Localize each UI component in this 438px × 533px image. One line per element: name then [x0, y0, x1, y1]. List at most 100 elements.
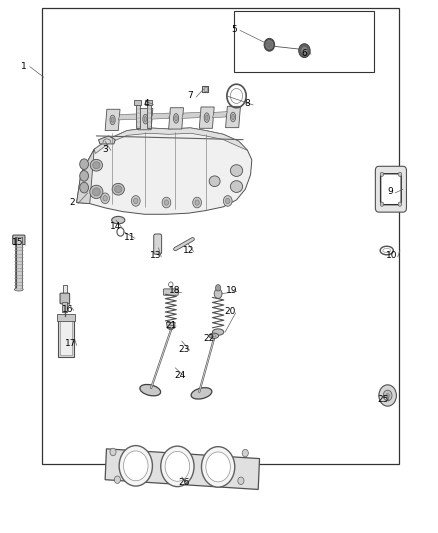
Text: 6: 6 [301, 49, 307, 58]
Bar [136, 104, 140, 128]
Text: 26: 26 [178, 478, 190, 487]
Ellipse shape [90, 185, 103, 199]
Bar [58, 316, 74, 357]
Ellipse shape [209, 176, 220, 187]
Circle shape [398, 172, 402, 176]
Bar [202, 86, 208, 92]
Text: 11: 11 [124, 233, 135, 241]
Circle shape [299, 44, 310, 58]
Polygon shape [94, 128, 247, 154]
Circle shape [162, 197, 171, 208]
Text: 14: 14 [110, 222, 122, 231]
Circle shape [230, 88, 243, 103]
Circle shape [238, 477, 244, 484]
Circle shape [214, 289, 222, 298]
Text: 1: 1 [21, 62, 27, 71]
Ellipse shape [212, 329, 224, 335]
Text: 2: 2 [70, 198, 75, 207]
Bar [63, 285, 67, 296]
Ellipse shape [93, 161, 100, 169]
Circle shape [80, 182, 88, 193]
Text: 23: 23 [178, 345, 190, 353]
Polygon shape [166, 322, 175, 328]
Ellipse shape [204, 113, 209, 123]
Polygon shape [99, 136, 115, 144]
Text: 17: 17 [65, 340, 77, 348]
Circle shape [165, 451, 190, 481]
FancyBboxPatch shape [163, 289, 178, 295]
Ellipse shape [112, 183, 124, 195]
Ellipse shape [143, 115, 148, 124]
Ellipse shape [230, 165, 243, 176]
Circle shape [134, 198, 138, 204]
Circle shape [201, 447, 235, 487]
Circle shape [302, 47, 307, 54]
Polygon shape [151, 113, 170, 119]
Bar [105, 449, 260, 489]
Text: 3: 3 [102, 145, 108, 154]
Circle shape [379, 385, 396, 406]
Circle shape [101, 193, 110, 204]
Ellipse shape [191, 387, 212, 399]
Text: 9: 9 [387, 188, 393, 196]
Circle shape [264, 38, 275, 51]
Circle shape [124, 451, 148, 481]
Ellipse shape [112, 216, 125, 224]
Circle shape [110, 448, 116, 456]
Text: 10: 10 [386, 252, 398, 260]
Circle shape [386, 393, 389, 398]
Ellipse shape [140, 384, 161, 396]
Circle shape [195, 200, 199, 205]
Bar [134, 100, 141, 105]
Text: 4: 4 [144, 100, 149, 108]
Text: 20: 20 [224, 308, 236, 316]
Text: 12: 12 [183, 246, 194, 255]
Bar [60, 318, 72, 355]
Circle shape [266, 41, 273, 49]
Circle shape [398, 202, 402, 206]
Bar [57, 314, 75, 321]
FancyBboxPatch shape [13, 235, 25, 245]
Circle shape [80, 171, 88, 181]
Ellipse shape [173, 114, 179, 123]
Text: 5: 5 [231, 25, 237, 34]
Circle shape [161, 446, 194, 487]
Circle shape [168, 322, 174, 330]
Ellipse shape [144, 117, 147, 122]
Circle shape [383, 390, 392, 401]
FancyBboxPatch shape [154, 234, 162, 254]
Text: 25: 25 [378, 395, 389, 404]
Bar [42, 8, 399, 464]
Circle shape [103, 196, 107, 201]
Text: 24: 24 [174, 372, 185, 380]
Polygon shape [169, 108, 184, 129]
Polygon shape [105, 109, 120, 131]
Circle shape [380, 202, 384, 206]
Circle shape [131, 196, 140, 206]
Polygon shape [226, 107, 240, 128]
Circle shape [119, 446, 152, 486]
Ellipse shape [175, 116, 177, 121]
Polygon shape [77, 128, 252, 214]
Text: 8: 8 [244, 100, 251, 108]
Bar [204, 87, 207, 91]
Ellipse shape [92, 188, 100, 196]
Ellipse shape [205, 115, 208, 120]
Text: 16: 16 [62, 305, 74, 313]
Text: 15: 15 [12, 238, 23, 247]
Bar [234, 11, 374, 72]
Circle shape [226, 198, 230, 204]
Circle shape [206, 452, 230, 482]
Bar [145, 100, 152, 105]
Circle shape [80, 159, 88, 169]
Polygon shape [212, 112, 227, 118]
Circle shape [223, 196, 232, 206]
Circle shape [164, 200, 169, 205]
Text: 22: 22 [204, 334, 215, 343]
Ellipse shape [230, 181, 243, 192]
Circle shape [193, 197, 201, 208]
Polygon shape [199, 107, 214, 128]
Circle shape [380, 172, 384, 176]
Text: 13: 13 [150, 252, 161, 260]
Ellipse shape [111, 117, 114, 123]
